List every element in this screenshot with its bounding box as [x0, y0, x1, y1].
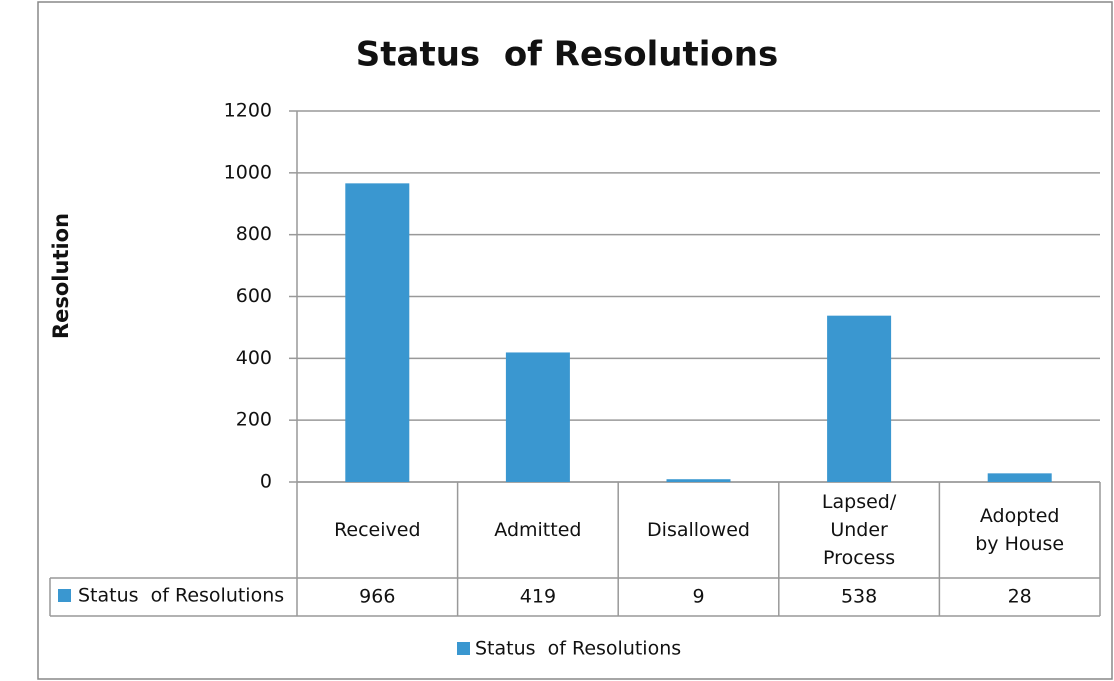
bar [345, 183, 410, 482]
table-value: 9 [692, 586, 704, 608]
x-tick-label-wrap: Lapsed/ Under Process [799, 482, 919, 578]
bar [666, 479, 731, 482]
x-tick-label-wrap: Disallowed [639, 482, 759, 578]
table-value: 419 [520, 586, 556, 608]
y-tick-label: 1200 [224, 100, 272, 122]
x-tick-label-wrap: Received [317, 482, 437, 578]
x-tick-label: Received [334, 519, 421, 541]
y-tick-label: 200 [236, 409, 272, 431]
x-tick-label-box: Received [317, 482, 437, 578]
x-tick-label-box: Admitted [478, 482, 598, 578]
table-value: 538 [841, 586, 877, 608]
legend-key [58, 589, 71, 602]
bar [505, 352, 570, 482]
y-tick-label: 800 [236, 223, 272, 245]
x-tick-label-wrap: Admitted [478, 482, 598, 578]
chart-frame [37, 1, 1113, 680]
x-tick-label-box: Disallowed [639, 482, 759, 578]
table-series-name: Status of Resolutions [78, 585, 284, 607]
y-tick-label: 0 [260, 471, 272, 493]
y-tick-label: 1000 [224, 161, 272, 183]
bar [987, 473, 1052, 482]
x-tick-label: Disallowed [647, 519, 750, 541]
y-axis-label: Resolution [49, 213, 73, 339]
table-value: 28 [1008, 586, 1032, 608]
x-tick-label-wrap: Adopted by House [960, 482, 1080, 578]
chart-title: Status of Resolutions [356, 35, 778, 75]
x-tick-label: Admitted [494, 519, 582, 541]
table-value: 966 [359, 586, 395, 608]
legend-label: Status of Resolutions [475, 638, 681, 660]
y-tick-label: 600 [236, 285, 272, 307]
legend-key [457, 642, 470, 655]
bar [827, 315, 892, 482]
y-tick-label: 400 [236, 347, 272, 369]
x-tick-label: Adopted by House [975, 505, 1065, 555]
x-tick-label-box: Lapsed/ Under Process [799, 482, 919, 578]
x-tick-label-box: Adopted by House [960, 482, 1080, 578]
x-tick-label: Lapsed/ Under Process [821, 491, 897, 569]
